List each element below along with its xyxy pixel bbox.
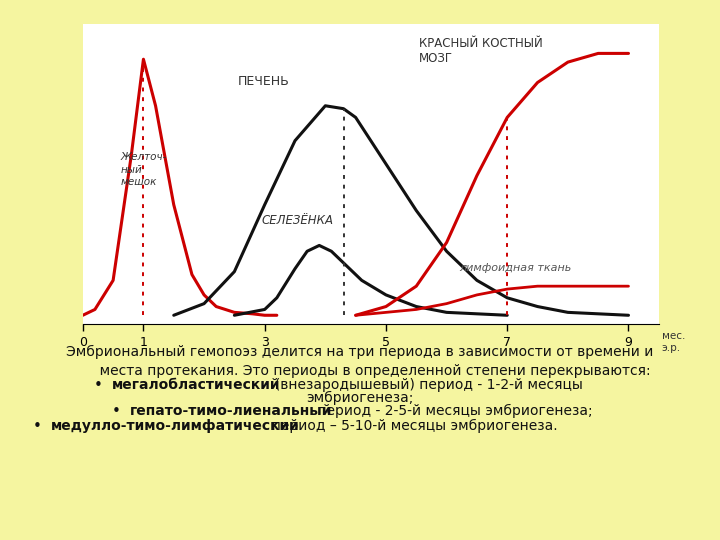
Text: •: • xyxy=(94,377,102,393)
Text: КРАСНЫЙ КОСТНЫЙ
МОЗГ: КРАСНЫЙ КОСТНЫЙ МОЗГ xyxy=(419,37,543,65)
Text: период - 2-5-й месяцы эмбриогенеза;: период - 2-5-й месяцы эмбриогенеза; xyxy=(313,404,593,418)
Text: гепато-тимо-лиенальный: гепато-тимо-лиенальный xyxy=(130,404,332,418)
Text: СЕЛЕЗЁНКА: СЕЛЕЗЁНКА xyxy=(261,215,333,228)
Text: ПЕЧЕНЬ: ПЕЧЕНЬ xyxy=(238,75,289,89)
Text: медулло-тимо-лимфатический: медулло-тимо-лимфатический xyxy=(50,419,299,433)
Text: Желточ-
ный
мешок: Желточ- ный мешок xyxy=(120,152,167,187)
Text: Эмбриональный гемопоэз делится на три периода в зависимости от времени и
       : Эмбриональный гемопоэз делится на три пе… xyxy=(66,345,654,377)
Text: (внезародышевый) период - 1-2-й месяцы: (внезародышевый) период - 1-2-й месяцы xyxy=(266,377,583,392)
Text: •: • xyxy=(112,404,120,419)
Text: мегалобластический: мегалобластический xyxy=(112,377,280,392)
Text: •: • xyxy=(32,419,41,434)
Text: период – 5-10-й месяцы эмбриогенеза.: период – 5-10-й месяцы эмбриогенеза. xyxy=(263,419,557,433)
Text: лимфоидная ткань: лимфоидная ткань xyxy=(459,263,571,273)
Text: мес.
э.р.: мес. э.р. xyxy=(662,331,685,353)
Text: эмбриогенеза;: эмбриогенеза; xyxy=(306,391,414,405)
